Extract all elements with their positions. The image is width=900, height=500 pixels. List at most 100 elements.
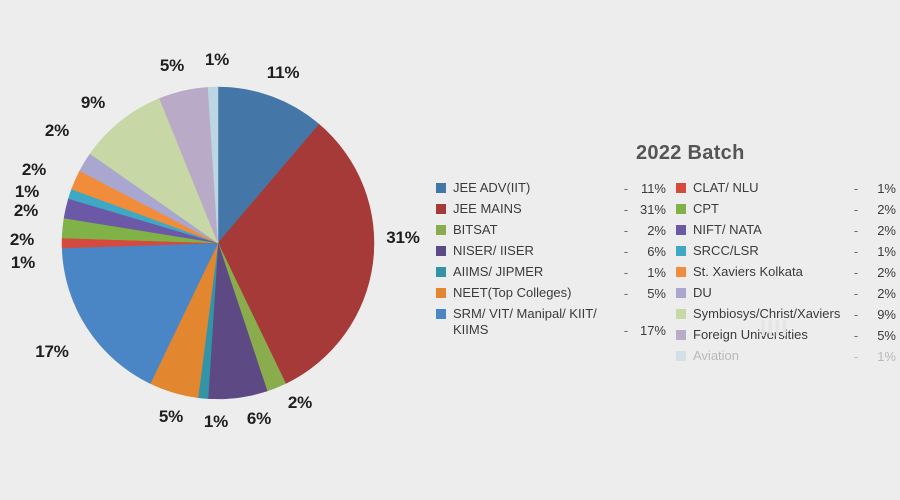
legend-swatch-icon <box>676 267 686 277</box>
legend-item-value: 1% <box>647 265 666 280</box>
legend-item-label: SRCC/LSR <box>693 243 759 258</box>
watermark: IIII <box>760 316 789 341</box>
pie-data-label: 11% <box>266 63 300 82</box>
legend-item-value: 1% <box>877 244 896 259</box>
legend-swatch-icon <box>436 204 446 214</box>
legend-swatch-icon <box>676 288 686 298</box>
legend-separator: - <box>853 223 859 238</box>
pie-slice[interactable] <box>61 242 219 384</box>
legend-separator: - <box>623 286 629 301</box>
pie-data-label: 1% <box>204 50 230 69</box>
legend-item-value: 1% <box>877 349 896 364</box>
pie-slice[interactable] <box>89 98 219 244</box>
legend-separator: - <box>853 286 859 301</box>
legend-item-value: 5% <box>647 286 666 301</box>
legend-separator: - <box>853 265 859 280</box>
legend-item[interactable]: Aviation - 1% <box>676 348 896 364</box>
legend-swatch-icon <box>436 183 446 193</box>
legend-item-value: 1% <box>877 181 896 196</box>
legend-item[interactable]: BITSAT - 2% <box>436 222 666 238</box>
legend-item-value: 9% <box>877 307 896 322</box>
pie-data-label: 9% <box>80 93 106 112</box>
legend-swatch-icon <box>676 330 686 340</box>
legend-item-value: 5% <box>877 328 896 343</box>
legend-item[interactable]: JEE MAINS -31% <box>436 201 666 217</box>
legend-swatch-icon <box>436 288 446 298</box>
pie-data-label: 31% <box>386 228 420 247</box>
legend-item[interactable]: Symbiosys/Christ/Xaviers - 9% <box>676 306 896 322</box>
legend-item-value: 2% <box>877 223 896 238</box>
legend-item-label: Symbiosys/Christ/Xaviers <box>693 306 841 321</box>
pie-data-label: 1% <box>14 182 40 201</box>
legend-swatch-icon <box>676 183 686 193</box>
legend-item[interactable]: St. Xaviers Kolkata - 2% <box>676 264 896 280</box>
legend-separator: - <box>623 202 629 217</box>
pie-data-label: 1% <box>10 253 36 272</box>
legend-separator: - <box>853 244 859 259</box>
legend-separator: - <box>853 202 859 217</box>
legend-item-label: Foreign Universities <box>693 327 808 342</box>
pie-chart-svg <box>61 86 375 400</box>
legend-swatch-icon <box>436 267 446 277</box>
legend-item-label: JEE ADV(IIT) <box>453 180 531 195</box>
legend-separator: - <box>623 244 629 259</box>
legend-item-label: BITSAT <box>453 222 498 237</box>
legend-item-label: DU <box>693 285 712 300</box>
legend-item-value: 31% <box>639 202 666 217</box>
legend-item[interactable]: DU - 2% <box>676 285 896 301</box>
legend-item-label: NISER/ IISER <box>453 243 534 258</box>
legend-item-value: 2% <box>647 223 666 238</box>
legend-item-label: NIFT/ NATA <box>693 222 762 237</box>
legend-separator: - <box>853 307 859 322</box>
legend-item[interactable]: NIFT/ NATA - 2% <box>676 222 896 238</box>
pie-slice[interactable] <box>217 86 320 244</box>
pie-data-label: 5% <box>158 407 184 426</box>
pie-data-label: 5% <box>159 56 185 75</box>
legend-separator: - <box>623 323 629 338</box>
pie-data-label: 2% <box>44 121 70 140</box>
legend-item[interactable]: NISER/ IISER - 6% <box>436 243 666 259</box>
legend-separator: - <box>853 328 859 343</box>
legend-swatch-icon <box>676 225 686 235</box>
legend-item[interactable]: NEET(Top Colleges) - 5% <box>436 285 666 301</box>
legend-item[interactable]: CPT - 2% <box>676 201 896 217</box>
chart-title: 2022 Batch <box>636 142 745 164</box>
pie-data-label: 1% <box>203 412 229 431</box>
legend-item[interactable]: SRCC/LSR - 1% <box>676 243 896 259</box>
legend-separator: - <box>623 265 629 280</box>
legend-item-value: 6% <box>647 244 666 259</box>
legend-item-label: AIIMS/ JIPMER <box>453 264 544 279</box>
legend-item[interactable]: SRM/ VIT/ Manipal/ KIIT/ KIIMS -17% <box>436 306 666 338</box>
legend-item-label: Aviation <box>693 348 740 363</box>
legend-item-label: NEET(Top Colleges) <box>453 285 572 300</box>
legend-item-label: St. Xaviers Kolkata <box>693 264 803 279</box>
legend-item-value: 2% <box>877 265 896 280</box>
pie-slice[interactable] <box>207 86 219 244</box>
legend-separator: - <box>623 181 629 196</box>
legend-item-value: 2% <box>877 202 896 217</box>
legend-item-value: 11% <box>640 181 666 196</box>
legend-swatch-icon <box>436 246 446 256</box>
legend-item-value: 17% <box>639 323 666 338</box>
pie-data-label: 2% <box>287 393 313 412</box>
legend-swatch-icon <box>676 351 686 361</box>
legend-item[interactable]: Foreign Universities - 5% <box>676 327 896 343</box>
pie-data-label: 6% <box>246 409 272 428</box>
legend-item[interactable]: AIIMS/ JIPMER - 1% <box>436 264 666 280</box>
legend-item-label: SRM/ VIT/ Manipal/ KIIT/ KIIMS <box>453 306 597 337</box>
legend-item-label: CPT <box>693 201 719 216</box>
pie-slice-group <box>61 86 375 400</box>
legend-swatch-icon <box>676 246 686 256</box>
pie-data-label: 2% <box>9 230 35 249</box>
legend-item-label: CLAT/ NLU <box>693 180 759 195</box>
pie-data-label: 2% <box>13 201 39 220</box>
legend-swatch-icon <box>676 204 686 214</box>
legend-item[interactable]: JEE ADV(IIT) -11% <box>436 180 666 196</box>
pie-chart: 11% 31% 2% 6% 1% 5% 17% 1% 2% 2% 1% 2% 2% 9% 5% 1% <box>9 50 420 431</box>
legend-swatch-icon <box>436 225 446 235</box>
legend-separator: - <box>853 181 859 196</box>
legend-separator: - <box>853 349 859 364</box>
legend-item[interactable]: CLAT/ NLU - 1% <box>676 180 896 196</box>
pie-slice[interactable] <box>217 123 375 384</box>
